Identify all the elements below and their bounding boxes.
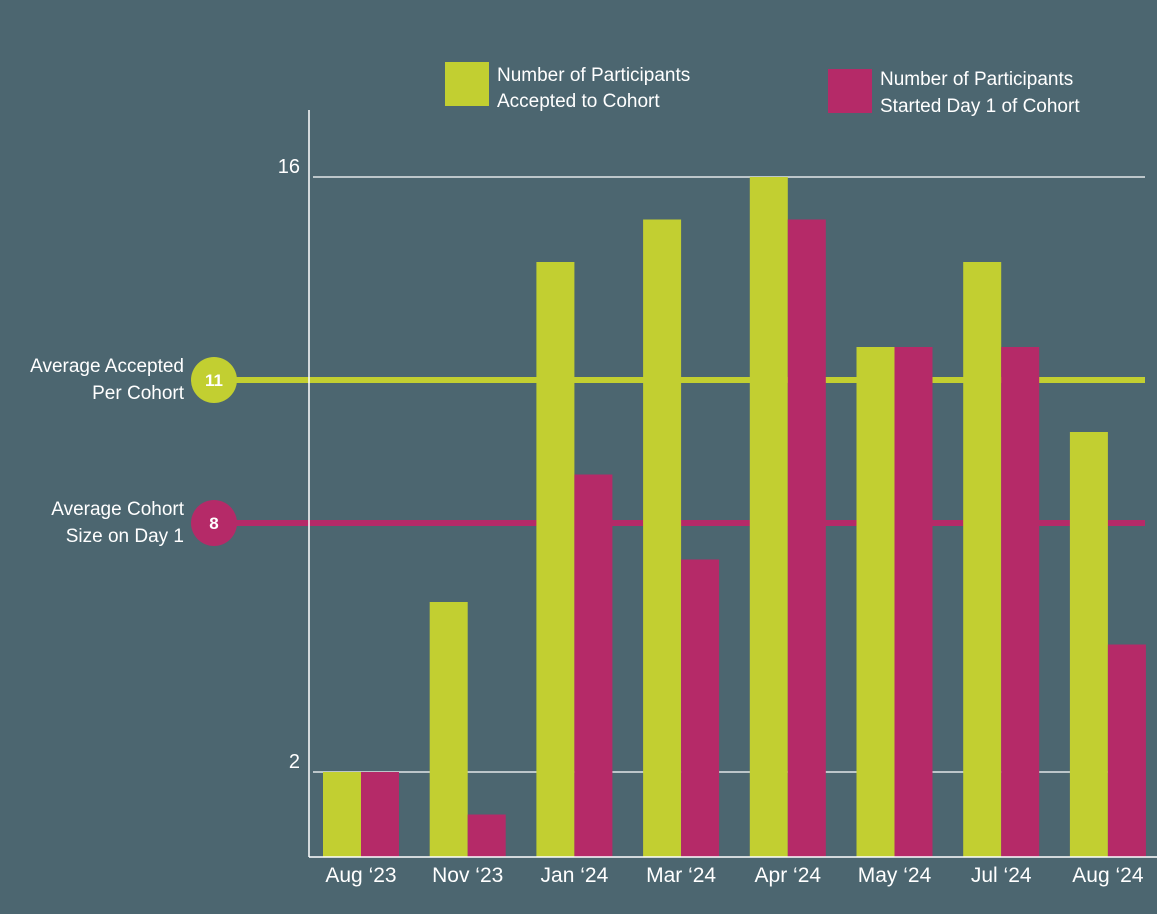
average-accepted-label: Per Cohort xyxy=(92,383,185,404)
x-tick-label: Aug ‘24 xyxy=(1072,864,1144,887)
bar-accepted-4 xyxy=(749,177,788,857)
bar-accepted-3 xyxy=(643,219,682,857)
bar-started-7 xyxy=(1107,644,1146,857)
bar-started-1 xyxy=(467,814,506,857)
bar-accepted-7 xyxy=(1069,432,1108,857)
x-tick-label: Jul ‘24 xyxy=(971,864,1032,887)
x-tick-label: Apr ‘24 xyxy=(755,864,822,887)
bar-started-0 xyxy=(361,772,399,857)
bar-started-3 xyxy=(681,559,720,857)
legend-started-swatch xyxy=(828,69,872,113)
bar-started-4 xyxy=(787,219,826,857)
average-accepted-label: Average Accepted xyxy=(30,356,184,377)
bar-accepted-6 xyxy=(963,262,1002,857)
average-accepted-badge-value: 11 xyxy=(205,371,223,390)
bar-started-2 xyxy=(574,474,613,857)
bar-accepted-2 xyxy=(536,262,575,857)
bar-started-6 xyxy=(1001,347,1040,857)
x-tick-label: Mar ‘24 xyxy=(646,864,716,887)
average-accepted-badge xyxy=(191,357,237,403)
x-tick-label: Nov ‘23 xyxy=(432,864,503,887)
bar-accepted-5 xyxy=(856,347,895,857)
average-started-badge-value: 8 xyxy=(209,514,218,533)
y-tick-label: 2 xyxy=(289,751,300,773)
y-tick-label: 16 xyxy=(278,156,300,178)
x-tick-label: Aug ‘23 xyxy=(325,864,396,887)
x-tick-label: May ‘24 xyxy=(858,864,932,887)
x-tick-label: Jan ‘24 xyxy=(541,864,609,887)
legend-started-label: Number of Participants xyxy=(880,69,1073,90)
legend-accepted-label: Number of Participants xyxy=(497,65,690,86)
legend-started-label: Started Day 1 of Cohort xyxy=(880,96,1080,117)
average-started-label: Size on Day 1 xyxy=(66,526,184,547)
legend-accepted-swatch xyxy=(445,62,489,106)
bar-accepted-1 xyxy=(429,602,468,857)
bar-started-5 xyxy=(894,347,933,857)
legend-accepted-label: Accepted to Cohort xyxy=(497,91,660,112)
average-started-label: Average Cohort xyxy=(51,499,184,520)
average-started-badge xyxy=(191,500,237,546)
bar-accepted-0 xyxy=(323,772,361,857)
